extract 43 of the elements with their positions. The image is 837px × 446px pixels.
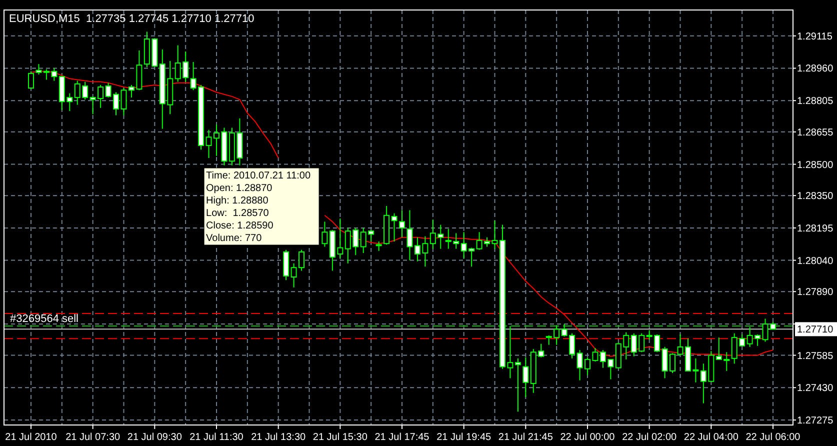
annotation: Open: 1.28870: [206, 183, 273, 194]
y-tick-label: 1.28040: [797, 256, 834, 267]
x-tick-label: 21 Jul 19:45: [436, 432, 492, 443]
annotation: Volume: 770: [206, 233, 262, 244]
x-tick-label: 22 Jul 04:00: [684, 432, 739, 443]
y-tick-label: 1.28195: [797, 223, 834, 234]
y-tick-label: 1.27890: [797, 287, 834, 298]
annotation: Close: 1.28590: [206, 220, 274, 232]
x-tick-label: 21 Jul 07:30: [66, 432, 121, 443]
x-tick-label: 22 Jul 02:00: [622, 432, 678, 443]
candlestick: [514, 358, 521, 412]
chart-title: EURUSD,M15 1.27735 1.27745 1.27710 1.27710: [9, 13, 254, 25]
annotation: High: 1.28880: [206, 196, 269, 206]
x-tick-label: 21 Jul 21:45: [498, 432, 554, 443]
y-tick-label: 1.28655: [797, 127, 834, 138]
candlestick: [376, 241, 382, 252]
x-tick-label: 21 Jul 13:30: [251, 432, 306, 443]
candlestick: [322, 221, 328, 248]
ref-line-label: 1.27710: [797, 324, 834, 336]
x-tick-label: 21 Jul 15:30: [312, 432, 368, 443]
candlestick: [36, 64, 42, 76]
y-tick-label: 1.27275: [797, 415, 834, 426]
x-tick-label: 21 Jul 2010: [5, 432, 58, 443]
y-tick-label: 1.28805: [797, 96, 834, 108]
candlestick: [406, 210, 413, 261]
y-tick-label: 1.27430: [797, 383, 834, 394]
y-tick-label: 1.28500: [797, 160, 834, 171]
annotation: Time: 2010.07.21 11:00: [206, 170, 311, 182]
candlestick: [28, 70, 34, 90]
x-tick-label: 22 Jul 06:00: [746, 432, 801, 443]
y-tick-label: 1.28350: [797, 191, 834, 202]
annotation: Low: 1.28570: [206, 208, 270, 219]
ref-line-label: #3269564 sell: [10, 313, 79, 326]
candlestick: [399, 210, 405, 238]
candlestick: [391, 212, 398, 242]
y-tick-label: 1.28960: [797, 64, 834, 75]
x-tick-label: 21 Jul 09:30: [127, 432, 182, 443]
x-tick-label: 21 Jul 17:45: [374, 432, 430, 443]
y-tick-label: 1.27585: [797, 350, 834, 362]
y-tick-label: 1.29115: [797, 31, 833, 42]
x-tick-label: 22 Jul 00:00: [560, 432, 616, 443]
candlestick: [522, 356, 529, 398]
x-tick-label: 21 Jul 11:30: [190, 432, 244, 443]
